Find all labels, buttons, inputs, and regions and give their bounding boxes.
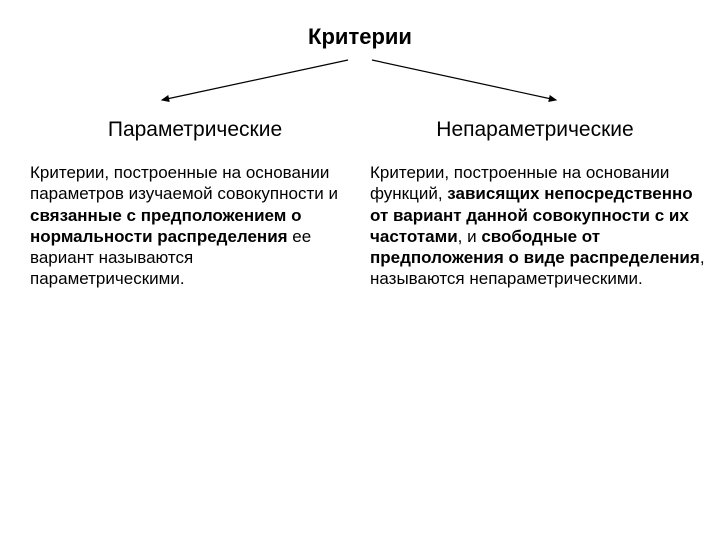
right-subtitle: Непараметрические xyxy=(380,118,690,142)
diagram-title: Критерии xyxy=(0,24,720,50)
arrow-right xyxy=(372,60,556,100)
right-body: Критерии, построенные на основании функц… xyxy=(370,162,710,290)
left-subtitle: Параметрические xyxy=(40,118,350,142)
branch-arrows xyxy=(0,58,720,118)
arrow-left xyxy=(162,60,348,100)
left-body: Критерии, построенные на основании парам… xyxy=(30,162,350,290)
